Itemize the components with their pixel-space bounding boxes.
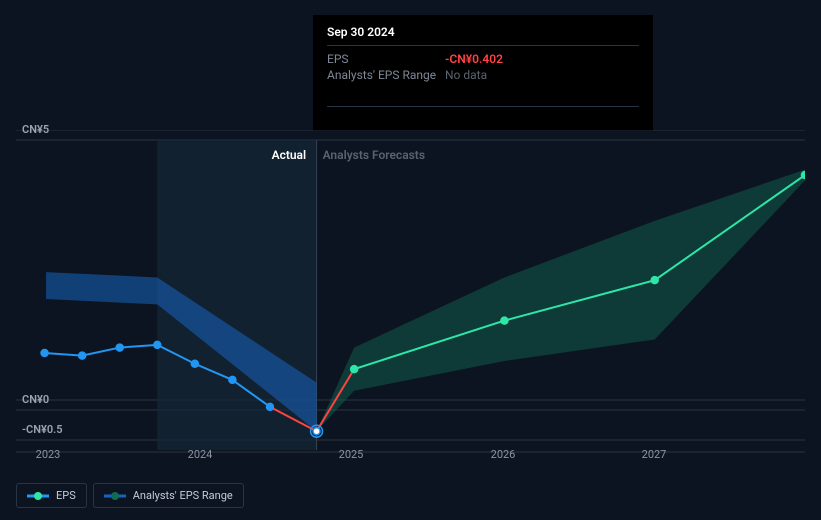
eps-marker — [79, 352, 86, 359]
chart-plot[interactable] — [16, 130, 805, 465]
eps-marker — [266, 403, 273, 410]
eps-marker — [154, 341, 161, 348]
eps-marker — [116, 344, 123, 351]
legend-item[interactable]: Analysts' EPS Range — [93, 483, 244, 508]
legend-item[interactable]: EPS — [16, 483, 87, 508]
legend-swatch-icon — [104, 491, 126, 501]
eps-marker — [802, 172, 806, 179]
tooltip-date: Sep 30 2024 — [327, 25, 639, 39]
y-axis-label: -CN¥0.5 — [22, 423, 63, 436]
eps-marker — [351, 366, 358, 373]
x-axis-tick: 2025 — [339, 448, 364, 461]
x-axis-tick: 2024 — [188, 448, 213, 461]
tooltip-row: EPS-CN¥0.402 — [327, 52, 639, 66]
eps-marker — [41, 349, 48, 356]
x-axis-tick: 2023 — [36, 448, 61, 461]
eps-marker — [313, 428, 320, 435]
hover-tooltip: Sep 30 2024 EPS-CN¥0.402Analysts' EPS Ra… — [313, 15, 653, 131]
legend: EPS Analysts' EPS Range — [16, 483, 244, 508]
eps-marker — [651, 277, 658, 284]
x-axis: 2023 2024 2025 2026 2027 — [16, 448, 805, 468]
tooltip-value: -CN¥0.402 — [445, 52, 503, 66]
tooltip-key: Analysts' EPS Range — [327, 68, 445, 82]
region-label-forecast: Analysts Forecasts — [323, 148, 425, 162]
forecast-range-band — [317, 170, 805, 432]
tooltip-key: EPS — [327, 52, 445, 66]
legend-label: Analysts' EPS Range — [133, 489, 233, 502]
tooltip-divider-bottom — [327, 106, 639, 107]
tooltip-divider — [327, 45, 639, 46]
legend-label: EPS — [56, 489, 76, 502]
y-axis-label: CN¥0 — [22, 393, 49, 406]
region-label-actual: Actual — [272, 148, 307, 162]
tooltip-value: No data — [445, 68, 487, 82]
eps-marker — [229, 376, 236, 383]
chart-svg — [16, 130, 805, 465]
tooltip-row: Analysts' EPS RangeNo data — [327, 68, 639, 82]
legend-swatch-icon — [27, 491, 49, 501]
eps-marker — [191, 360, 198, 367]
eps-marker — [501, 317, 508, 324]
x-axis-tick: 2027 — [642, 448, 667, 461]
y-axis-label: CN¥5 — [22, 123, 49, 136]
x-axis-tick: 2026 — [491, 448, 516, 461]
